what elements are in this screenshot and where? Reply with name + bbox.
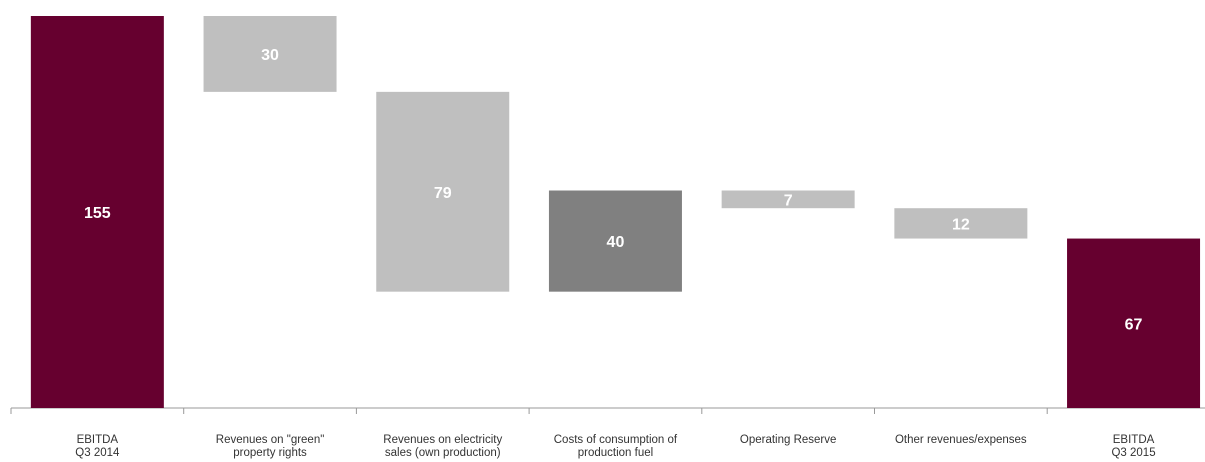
category-label: Operating Reserve xyxy=(740,434,837,446)
category-label-line: Other revenues/expenses xyxy=(895,434,1027,446)
waterfall-bar xyxy=(548,190,682,292)
data-label: 79 xyxy=(434,185,452,202)
category-label-line: Costs of consumption of xyxy=(554,434,678,446)
category-label-line: EBITDA xyxy=(77,434,119,446)
waterfall-bar xyxy=(721,190,855,209)
data-label: 67 xyxy=(1125,316,1143,333)
category-label: Costs of consumption of production fuel xyxy=(554,434,678,459)
data-label: 155 xyxy=(84,205,111,222)
waterfall-bar xyxy=(376,91,510,292)
waterfall-bar xyxy=(894,208,1028,239)
data-label: 7 xyxy=(784,192,793,209)
category-label-line: property rights xyxy=(233,447,307,459)
category-label-line: EBITDA xyxy=(1113,434,1155,446)
data-label: 40 xyxy=(607,234,625,251)
category-label: EBITDA Q3 2015 xyxy=(1111,434,1155,459)
waterfall-bar xyxy=(1067,238,1201,408)
category-label-line: Revenues on electricity xyxy=(383,434,502,446)
data-label: 30 xyxy=(261,47,279,64)
category-label: Revenues on electricity sales (own produc… xyxy=(383,434,502,459)
category-label-line: Operating Reserve xyxy=(740,434,837,446)
category-label-line: Revenues on "green" xyxy=(216,434,325,446)
category-label-line: production fuel xyxy=(578,447,653,459)
category-label-line: Q3 2015 xyxy=(1111,447,1155,459)
category-label: Revenues on "green" property rights xyxy=(216,434,325,459)
category-label: Other revenues/expenses xyxy=(895,434,1027,446)
category-label-line: Q3 2014 xyxy=(75,447,120,459)
waterfall-bar xyxy=(203,16,337,92)
data-label: 12 xyxy=(952,216,970,233)
waterfall-bar xyxy=(30,16,164,408)
category-label-line: sales (own production) xyxy=(385,447,501,459)
category-label: EBITDA Q3 2014 xyxy=(75,434,120,459)
